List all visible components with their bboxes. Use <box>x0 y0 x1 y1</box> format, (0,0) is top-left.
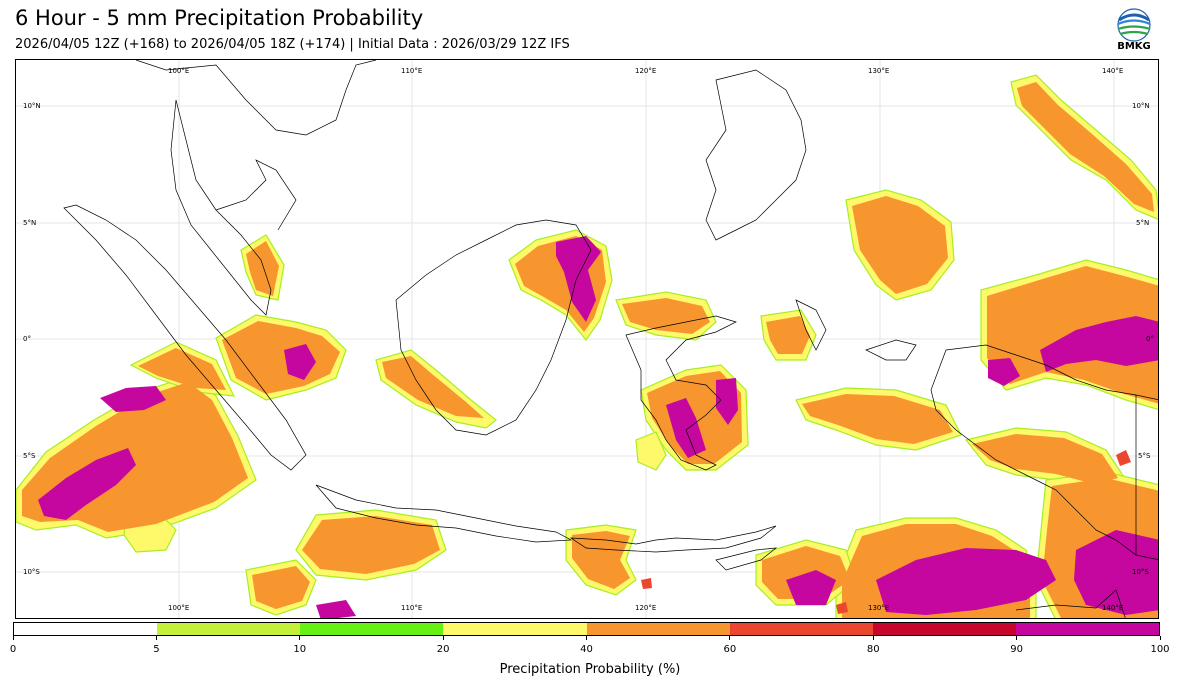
lon-label: 100°E <box>168 604 189 612</box>
map-subtitle: 2026/04/05 12Z (+168) to 2026/04/05 18Z … <box>15 37 570 52</box>
colorbar-tickmark <box>586 636 587 640</box>
colorbar-tickmark <box>872 636 874 640</box>
map-title: 6 Hour - 5 mm Precipitation Probability <box>15 6 424 30</box>
lat-label: 0° <box>1146 335 1154 343</box>
bmkg-logo: BMKG <box>1112 8 1156 54</box>
lon-label: 130°E <box>868 604 889 612</box>
lat-label: 10°N <box>1132 102 1150 110</box>
colorbar-tick-label: 5 <box>153 644 160 655</box>
colorbar-segment <box>443 623 587 635</box>
colorbar-segment <box>872 623 1016 635</box>
colorbar-tick-label: 100 <box>1150 644 1170 655</box>
bmkg-logo-icon <box>1117 8 1151 42</box>
lat-label: 5°N <box>1136 219 1149 227</box>
colorbar-segment <box>1015 623 1159 635</box>
lon-label: 140°E <box>1102 67 1123 75</box>
colorbar-tick-label: 20 <box>436 644 450 655</box>
colorbar-segment <box>157 623 301 635</box>
lon-label: 110°E <box>401 67 422 75</box>
logo-text: BMKG <box>1117 41 1151 52</box>
colorbar <box>13 622 1160 636</box>
lat-label: 5°N <box>23 219 36 227</box>
colorbar-tick-label: 80 <box>866 644 880 655</box>
lat-labels-right: 10°N 5°N 0° 5°S 10°S <box>1132 102 1154 576</box>
lon-label: 120°E <box>635 604 656 612</box>
colorbar-label: Precipitation Probability (%) <box>499 662 681 677</box>
lat-labels-left: 10°N 5°N 0° 5°S 10°S <box>23 102 41 576</box>
lon-labels-bottom: 100°E 110°E 120°E 130°E 140°E <box>168 604 1123 612</box>
lat-label: 10°N <box>23 102 41 110</box>
precip-magenta <box>38 236 1158 618</box>
lat-label: 10°S <box>1132 568 1149 576</box>
coastlines <box>63 60 1158 618</box>
colorbar-tick-label: 40 <box>580 644 593 655</box>
probability-map[interactable]: 100°E 110°E 120°E 130°E 140°E 100°E 110°… <box>15 59 1159 619</box>
map-canvas: 100°E 110°E 120°E 130°E 140°E 100°E 110°… <box>16 60 1158 618</box>
colorbar-tickmark <box>1159 636 1161 640</box>
lon-label: 140°E <box>1102 604 1123 612</box>
colorbar-tickmark <box>729 636 731 640</box>
lat-label: 5°S <box>1138 452 1151 460</box>
colorbar-tick-label: 90 <box>1010 644 1023 655</box>
colorbar-tickmark <box>442 636 444 640</box>
lon-label: 120°E <box>635 67 656 75</box>
colorbar-tick-label: 10 <box>293 644 307 655</box>
lon-label: 100°E <box>168 67 189 75</box>
lon-labels-top: 100°E 110°E 120°E 130°E 140°E <box>168 67 1123 75</box>
colorbar-segment <box>586 623 730 635</box>
colorbar-tickmark <box>155 636 157 640</box>
colorbar-segment <box>14 623 158 635</box>
colorbar-tickmark <box>299 636 301 640</box>
colorbar-tick-label: 60 <box>723 644 737 655</box>
colorbar-segment <box>300 623 444 635</box>
colorbar-tickmark <box>12 636 14 640</box>
colorbar-segment <box>729 623 873 635</box>
colorbar-tick-label: 0 <box>9 644 17 655</box>
precip-red <box>641 450 1131 614</box>
lon-label: 130°E <box>868 67 889 75</box>
lon-label: 110°E <box>401 604 422 612</box>
lat-label: 0° <box>23 335 31 343</box>
lat-label: 10°S <box>23 568 40 576</box>
lat-label: 5°S <box>23 452 36 460</box>
colorbar-tickmark <box>1016 636 1018 640</box>
